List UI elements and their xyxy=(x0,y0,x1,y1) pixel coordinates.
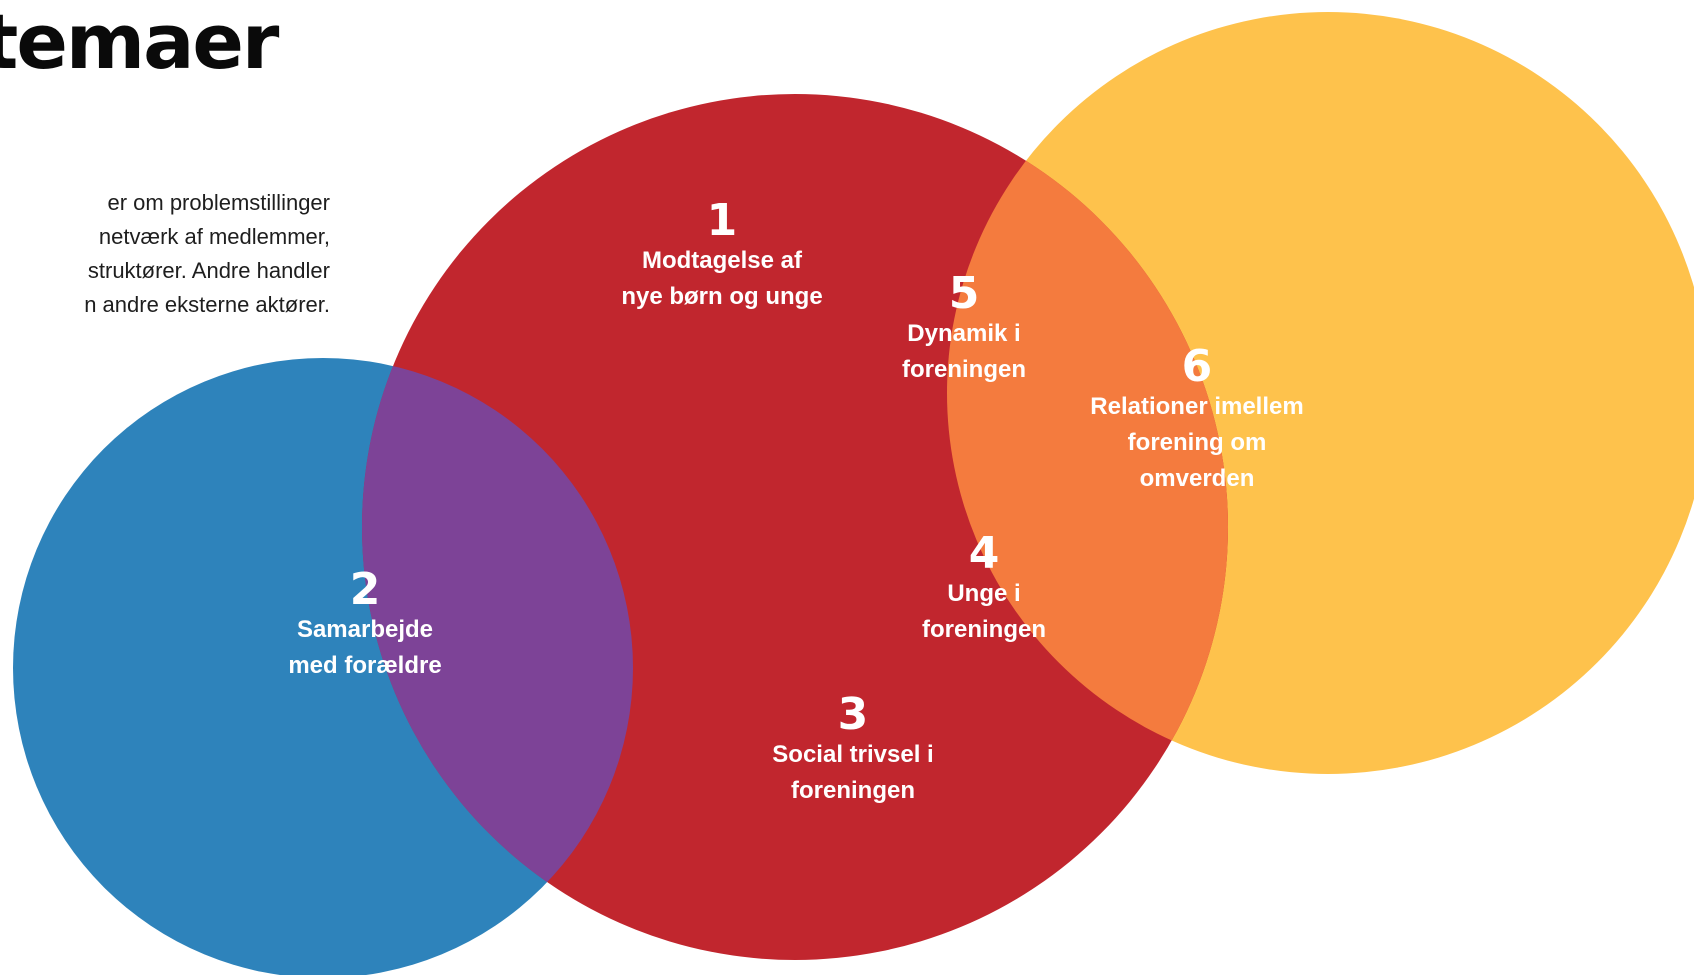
topic-2: 2 Samarbejde med forældre xyxy=(288,568,441,684)
topic-6: 6 Relationer imellem forening om omverde… xyxy=(1090,345,1303,497)
blue-red-overlap xyxy=(362,358,633,960)
topic-number: 4 xyxy=(968,528,1000,579)
topic-label: nye børn og unge xyxy=(621,283,823,310)
topic-4: 4 Unge i foreningen xyxy=(922,532,1046,648)
topic-label: Dynamik i xyxy=(907,320,1021,347)
intro-line: struktører. Andre handler xyxy=(87,258,330,283)
topic-label: Relationer imellem xyxy=(1090,393,1304,420)
topic-label: omverden xyxy=(1139,465,1255,492)
topic-label: Unge i xyxy=(947,580,1021,607)
page-title: temaer xyxy=(0,0,279,86)
topic-label: med forældre xyxy=(288,652,442,679)
topic-number: 6 xyxy=(1181,341,1213,392)
topic-label: foreningen xyxy=(902,356,1026,383)
intro-line: n andre eksterne aktører. xyxy=(84,292,330,317)
topic-1: 1 Modtagelse af nye børn og unge xyxy=(621,199,822,315)
topic-label: foreningen xyxy=(790,777,915,804)
topic-label: forening om xyxy=(1127,429,1267,456)
intro-text: er om problemstillinger netværk af medle… xyxy=(0,186,330,322)
topic-label: Social trivsel i xyxy=(772,741,934,768)
intro-line: er om problemstillinger xyxy=(107,190,330,215)
topic-number: 2 xyxy=(349,564,381,615)
topic-label: Samarbejde xyxy=(296,616,434,643)
topic-label: Modtagelse af xyxy=(641,247,803,274)
topic-5: 5 Dynamik i foreningen xyxy=(902,272,1026,388)
topic-number: 5 xyxy=(948,268,980,319)
topic-number: 1 xyxy=(706,195,738,246)
topic-3: 3 Social trivsel i foreningen xyxy=(772,693,933,809)
intro-line: netværk af medlemmer, xyxy=(98,224,330,249)
topic-label: foreningen xyxy=(922,616,1046,643)
topic-number: 3 xyxy=(837,689,869,740)
